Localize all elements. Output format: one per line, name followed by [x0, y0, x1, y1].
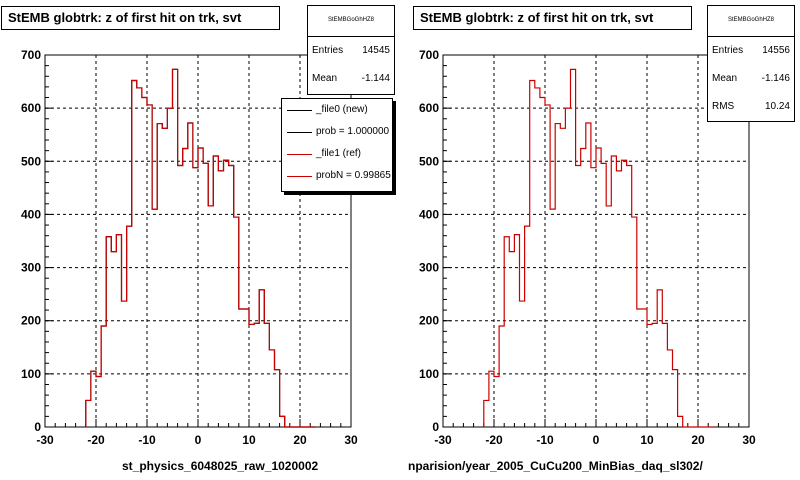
legend-swatch-file0	[287, 110, 312, 111]
right-stats-entries-label: Entries	[712, 45, 744, 56]
right-bottom-label: nparision/year_2005_CuCu200_MinBias_daq_…	[408, 459, 703, 473]
legend-item-probn: probN = 0.99865	[282, 165, 392, 187]
right-y-tick-label: 100	[419, 367, 439, 381]
left-x-tick-label: -20	[87, 433, 105, 447]
right-stats-box: StEMBGoGhHZ8 Entries 14556 Mean -1.146 R…	[707, 5, 795, 122]
right-y-tick-label: 200	[419, 314, 439, 328]
left-y-tick-label: 700	[21, 48, 41, 62]
left-x-tick-label: 10	[242, 433, 256, 447]
legend-label-prob: prob = 1.000000	[316, 126, 390, 137]
left-y-tick-label: 0	[34, 420, 41, 434]
left-x-tick-label: 0	[195, 433, 202, 447]
left-y-tick-label: 500	[21, 154, 41, 168]
left-stats-box: StEMBGoGhHZ8 Entries 14545 Mean -1.144	[307, 5, 395, 95]
legend-label-probn: probN = 0.99865	[316, 170, 391, 181]
right-stats-entries-value: 14556	[762, 45, 790, 56]
left-histogram-ref	[85, 68, 316, 428]
right-x-tick-label: -20	[485, 433, 503, 447]
left-x-tick-label: -10	[138, 433, 156, 447]
left-y-tick-label: 600	[21, 101, 41, 115]
right-stats-rms-label: RMS	[712, 101, 735, 112]
right-stats-mean-label: Mean	[712, 73, 738, 84]
right-y-tick-label: 700	[419, 48, 439, 62]
right-stats-name: StEMBGoGhHZ8	[708, 6, 794, 37]
left-x-tick-label: -30	[36, 433, 54, 447]
right-stats-mean-value: -1.146	[761, 73, 790, 84]
legend-label-file1: _file1 (ref)	[316, 148, 362, 159]
legend-label-file0: _file0 (new)	[316, 104, 368, 115]
left-y-tick-label: 300	[21, 261, 41, 275]
left-x-tick-label: 20	[293, 433, 307, 447]
left-histogram-title: StEMB globtrk: z of first hit on trk, sv…	[1, 6, 280, 30]
right-y-tick-label: 300	[419, 261, 439, 275]
right-x-tick-label: 20	[691, 433, 705, 447]
legend-item-file1: _file1 (ref)	[282, 143, 392, 165]
right-histogram-ref	[483, 68, 714, 428]
right-y-tick-label: 400	[419, 207, 439, 221]
legend-item-prob: prob = 1.000000	[282, 121, 392, 143]
right-x-tick-label: 10	[640, 433, 654, 447]
left-stats-mean-label: Mean	[312, 73, 338, 84]
legend-swatch-probn	[287, 176, 312, 177]
right-x-tick-label: 0	[593, 433, 600, 447]
left-x-tick-label: 30	[344, 433, 358, 447]
legend-swatch-prob	[287, 132, 312, 133]
left-stats-name: StEMBGoGhHZ8	[308, 6, 394, 37]
right-x-tick-label: 30	[742, 433, 756, 447]
right-y-tick-label: 600	[419, 101, 439, 115]
left-y-tick-label: 100	[21, 367, 41, 381]
right-x-tick-label: -30	[434, 433, 452, 447]
legend-swatch-file1	[287, 154, 312, 155]
left-y-tick-label: 200	[21, 314, 41, 328]
left-stats-entries-label: Entries	[312, 45, 344, 56]
legend-item-file0: _file0 (new)	[282, 99, 392, 121]
right-y-tick-label: 500	[419, 154, 439, 168]
left-stats-mean-value: -1.144	[361, 73, 390, 84]
right-histogram-title: StEMB globtrk: z of first hit on trk, sv…	[413, 6, 692, 30]
left-y-tick-label: 400	[21, 207, 41, 221]
left-stats-entries-value: 14545	[362, 45, 390, 56]
right-x-tick-label: -10	[536, 433, 554, 447]
left-legend: _file0 (new) prob = 1.000000 _file1 (ref…	[281, 98, 393, 192]
left-bottom-label: st_physics_6048025_raw_1020002	[122, 459, 319, 473]
right-y-tick-label: 0	[432, 420, 439, 434]
right-stats-rms-value: 10.24	[764, 101, 790, 112]
